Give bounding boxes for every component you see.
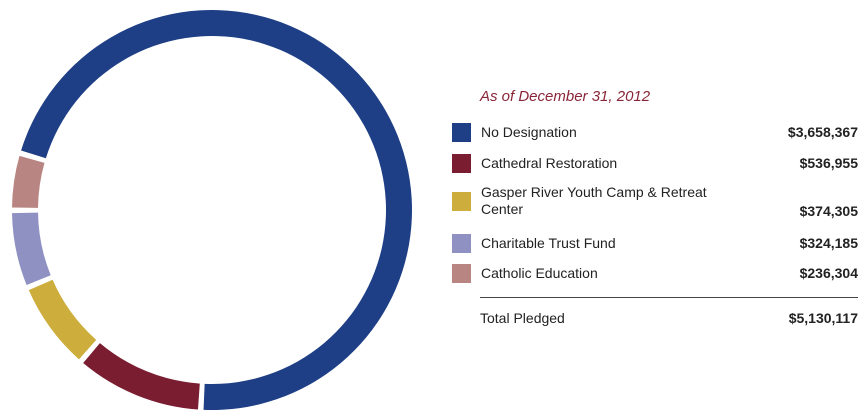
- legend-value: $324,185: [799, 235, 858, 251]
- legend-swatch: [452, 234, 471, 253]
- legend-value: $236,304: [799, 265, 858, 281]
- total-value: $5,130,117: [788, 310, 858, 326]
- total-divider: [480, 297, 858, 298]
- legend-swatch: [452, 264, 471, 283]
- donut-slice-cathedral-restoration: [83, 343, 200, 410]
- legend-label: Cathedral Restoration: [481, 155, 618, 171]
- donut-slice-gasper-river: [28, 279, 97, 360]
- legend-value: $536,955: [799, 155, 858, 171]
- chart-subtitle: As of December 31, 2012: [480, 88, 651, 105]
- donut-chart: [12, 10, 412, 411]
- legend-swatch: [452, 192, 471, 211]
- legend-label: Gasper River Youth Camp & Retreat Center: [481, 184, 707, 217]
- legend-label: Charitable Trust Fund: [481, 235, 616, 251]
- donut-slice-catholic-education: [12, 155, 45, 208]
- legend-label: Catholic Education: [481, 265, 598, 281]
- total-label: Total Pledged: [480, 310, 565, 326]
- legend-swatch: [452, 154, 471, 173]
- legend-swatch: [452, 123, 471, 142]
- donut-slice-charitable-trust-fund: [12, 212, 51, 286]
- legend-label: No Designation: [481, 124, 577, 140]
- legend-value: $3,658,367: [787, 124, 858, 140]
- legend-value: $374,305: [799, 203, 858, 219]
